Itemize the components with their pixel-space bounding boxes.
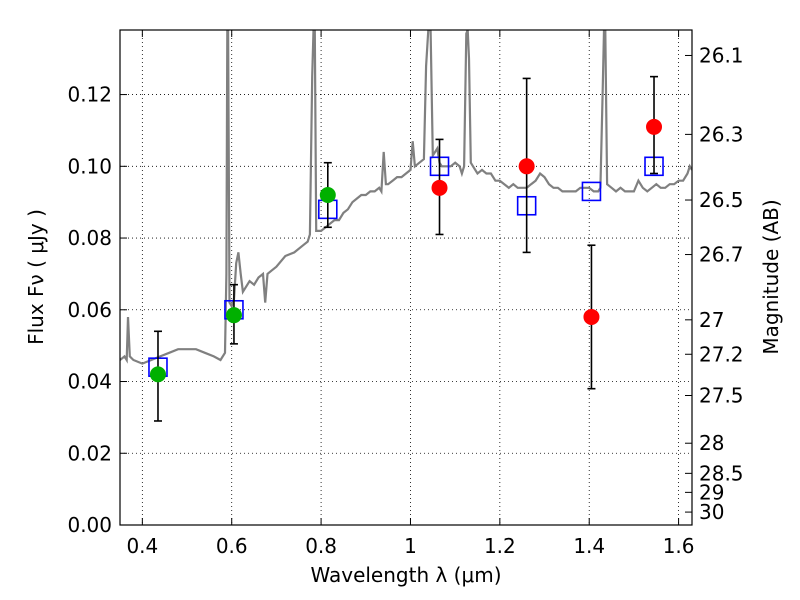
- x-tick-label: 1.2: [484, 534, 516, 558]
- y-axis-label: Flux Fν ( μJy ): [24, 209, 48, 345]
- red-data-point: [518, 158, 535, 175]
- red-data-point: [431, 179, 448, 196]
- y-tick-label: 0.00: [67, 513, 112, 537]
- y-tick-label: 0.06: [67, 298, 112, 322]
- right-tick-label: 28.5: [699, 461, 744, 485]
- ticks: 0.4 0.6 0.8 1 1.2 1.4 1.6 0.00 0.02 0.04 0.06 0.08 0…: [67, 30, 744, 558]
- x-tick-label: 0.6: [216, 534, 248, 558]
- right-tick-label: 27.2: [699, 342, 744, 366]
- right-tick-label: 30: [699, 500, 724, 524]
- y-tick-label: 0.12: [67, 83, 112, 107]
- right-tick-label: 28: [699, 431, 724, 455]
- x-tick-label: 1.6: [663, 534, 695, 558]
- model-spectrum-line: [120, 30, 692, 365]
- plot-frame: [119, 29, 693, 526]
- x-tick-label: 0.8: [305, 534, 337, 558]
- red-data-point: [583, 308, 600, 325]
- y-tick-label: 0.04: [67, 370, 112, 394]
- y-tick-label: 0.02: [67, 441, 112, 465]
- x-tick-label: 1: [404, 534, 417, 558]
- right-tick-label: 27: [699, 308, 724, 332]
- x-tick-label: 1.4: [573, 534, 605, 558]
- green-data-point: [149, 366, 166, 383]
- y-tick-label: 0.08: [67, 226, 112, 250]
- x-tick-label: 0.4: [126, 534, 158, 558]
- right-tick-label: 26.3: [699, 122, 744, 146]
- red-data-point: [646, 118, 663, 135]
- green-data-point: [225, 307, 242, 324]
- y-tick-label: 0.10: [67, 154, 112, 178]
- right-tick-label: 26.7: [699, 243, 744, 267]
- series-layer: [120, 30, 692, 422]
- model-photometry-square: [581, 181, 602, 202]
- green-data-point: [319, 187, 336, 203]
- right-tick-label: 29: [699, 480, 724, 504]
- right-tick-label: 26.1: [699, 43, 744, 67]
- right-tick-label: 27.5: [699, 384, 744, 408]
- right-tick-label: 26.5: [699, 188, 744, 212]
- right-axis-label: Magnitude (AB): [759, 199, 783, 354]
- x-axis-label: Wavelength λ (μm): [310, 563, 501, 587]
